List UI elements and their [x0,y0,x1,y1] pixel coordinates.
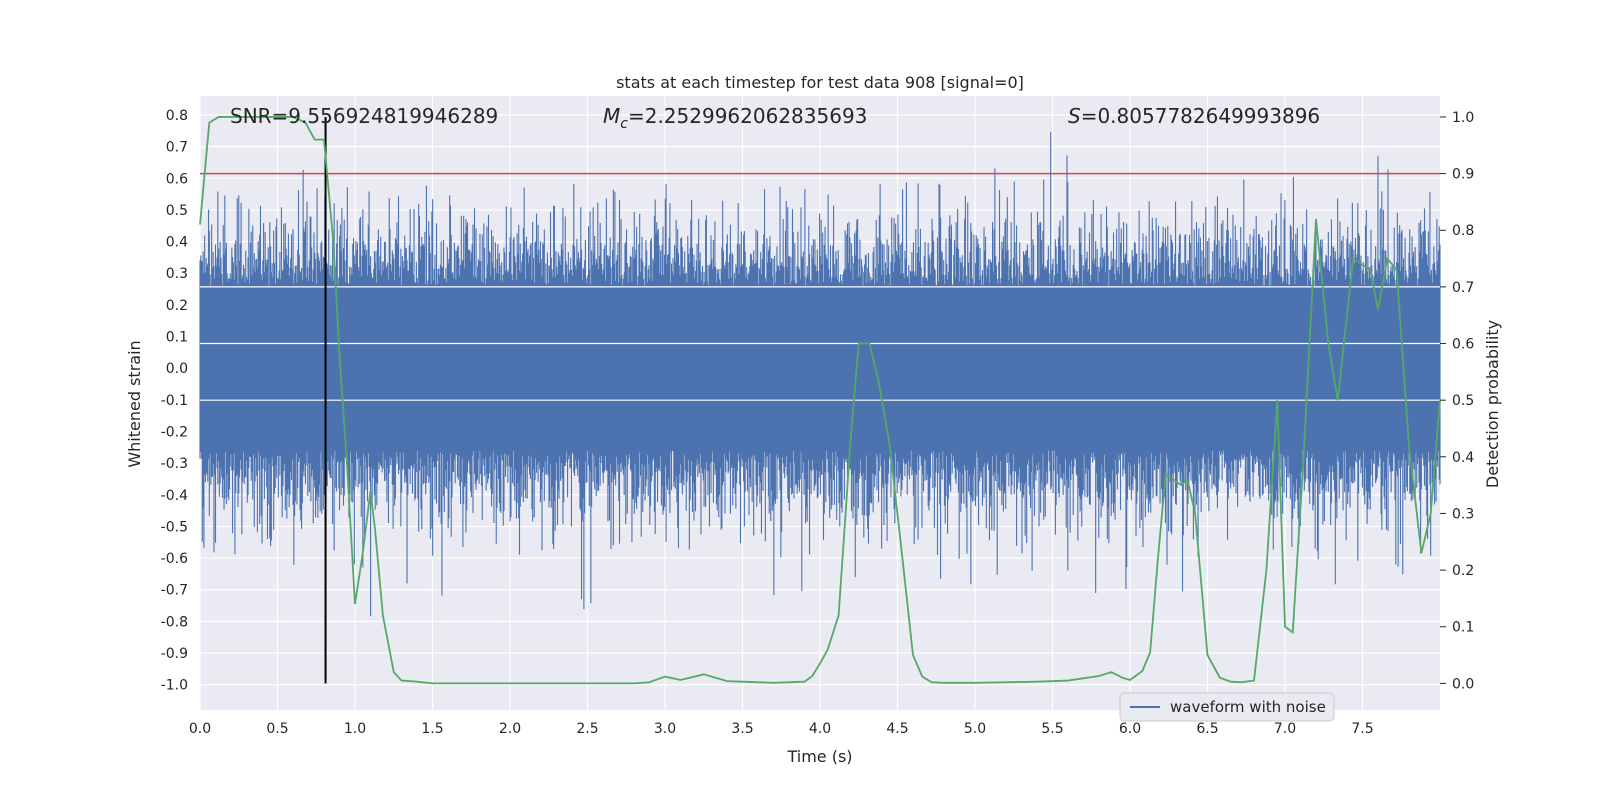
y-tick-label-left: -0.7 [161,583,188,599]
y-tick-label-left: 0.4 [166,235,188,251]
legend-box [1119,692,1335,722]
y-tick-label-left: -0.9 [161,646,188,662]
y-tick-label-left: 0.2 [166,298,188,314]
x-tick-label: 2.0 [499,721,521,737]
mc-subscript: c [620,116,628,132]
x-tick-label: 3.5 [731,721,753,737]
overlays [199,116,1441,685]
x-tick-label: 4.5 [886,721,908,737]
x-tick-label: 5.5 [1041,721,1063,737]
y-tick-label-left: 0.8 [166,108,188,124]
legend: waveform with noise [1119,692,1335,722]
y-tick-label-left: 0.3 [166,266,188,282]
axes: 0.0 0.5 1.0 1.5 2.0 2.5 3.0 3.5 4.0 4.5 5.0 5.5 6.0 6… [161,108,1475,737]
y-tick-label-left: -0.6 [161,551,188,567]
x-tick-label: 5.0 [964,721,986,737]
y-tick-label-left: 0.1 [166,330,188,346]
x-tick-label: 1.0 [344,721,366,737]
x-tick-label: 7.5 [1351,721,1373,737]
legend-label: waveform with noise [1170,698,1326,716]
y-tick-label-right: 0.7 [1452,280,1474,296]
y-tick-label-left: -1.0 [161,678,188,694]
chart-title: stats at each timestep for test data 908… [616,73,1024,92]
y-tick-label-right: 0.9 [1452,167,1474,183]
y-tick-label-right: 0.8 [1452,223,1474,239]
waveform-line [199,131,1441,617]
y-tick-label-left: 0.0 [166,361,188,377]
mc-symbol: M [603,104,620,128]
s-symbol: S [1068,104,1081,128]
x-tick-label: 1.5 [421,721,443,737]
mc-annotation: Mc=2.2529962062835693 [603,104,867,132]
x-tick-label: 2.5 [576,721,598,737]
y-tick-label-left: -0.2 [161,424,188,440]
x-tick-label: 6.0 [1119,721,1141,737]
x-tick-label: 6.5 [1196,721,1218,737]
y-tick-label-left: -0.4 [161,488,188,504]
y-tick-label-right: 1.0 [1452,110,1474,126]
s-value: =0.8057782649993896 [1081,104,1320,128]
x-axis-label: Time (s) [786,747,852,766]
y-tick-label-left: 0.5 [166,203,188,219]
y-tick-label-right: 0.1 [1452,620,1474,636]
y-tick-label-left: -0.8 [161,614,188,630]
x-tick-label: 0.5 [266,721,288,737]
s-annotation: S=0.8057782649993896 [1068,104,1320,128]
x-tick-label: 3.0 [654,721,676,737]
y-axis-label-left: Whitened strain [125,340,144,467]
y-tick-label-right: 0.2 [1452,563,1474,579]
y-tick-label-right: 0.6 [1452,337,1474,353]
x-tick-label: 4.0 [809,721,831,737]
y-tick-label-left: -0.5 [161,519,188,535]
y-tick-label-left: 0.7 [166,140,188,156]
mc-value: =2.2529962062835693 [628,104,867,128]
y-tick-label-right: 0.3 [1452,506,1474,522]
y-tick-label-left: 0.6 [166,171,188,187]
x-tick-label: 7.0 [1274,721,1296,737]
y-tick-label-right: 0.5 [1452,393,1474,409]
waveform-series [199,131,1441,617]
x-tick-label: 0.0 [189,721,211,737]
y-tick-label-left: -0.1 [161,393,188,409]
y-tick-label-right: 0.0 [1452,676,1474,692]
snr-annotation: SNR=9.556924819946289 [230,104,498,128]
y-tick-label-left: -0.3 [161,456,188,472]
probability-line [199,116,1441,685]
y-tick-label-right: 0.4 [1452,450,1474,466]
y-axis-label-right: Detection probability [1483,320,1502,488]
